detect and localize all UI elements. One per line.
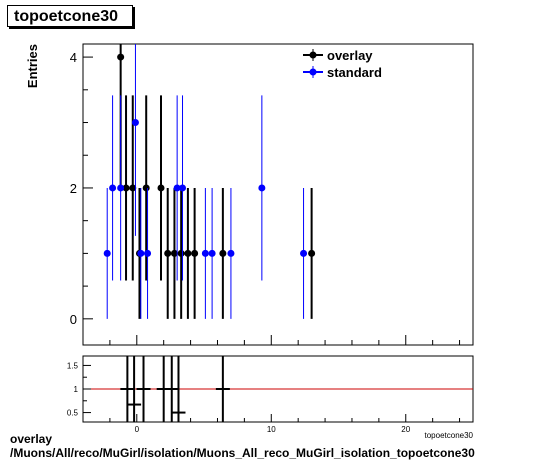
standard-point	[201, 249, 209, 257]
ratio-x-tick-label: 10	[267, 425, 276, 434]
y-tick-label: 0	[70, 312, 77, 327]
standard-point	[144, 249, 152, 257]
overlay-point	[170, 249, 178, 257]
standard-point	[117, 184, 125, 192]
ratio-y-tick-label: 1	[74, 385, 79, 394]
overlay-point	[219, 249, 227, 257]
standard-point	[109, 184, 117, 192]
y-axis-label: Entries	[25, 44, 40, 88]
y-tick-label: 2	[70, 181, 77, 196]
overlay-point	[129, 184, 137, 192]
ratio-plot: 0.5 1 1.5 0 10 20 topoetcone30	[67, 355, 474, 440]
standard-point	[103, 249, 111, 257]
overlay-point	[308, 249, 316, 257]
overlay-point	[142, 184, 150, 192]
y-tick-label: 4	[70, 50, 77, 65]
footer-label: overlay	[10, 432, 53, 446]
overlay-point	[117, 53, 125, 61]
legend-label-overlay: overlay	[327, 48, 373, 63]
ratio-y-tick-label: 0.5	[67, 409, 79, 418]
overlay-point	[122, 184, 130, 192]
standard-point	[137, 249, 145, 257]
ratio-x-tick-label: 0	[135, 425, 140, 434]
standard-point	[179, 184, 187, 192]
overlay-point	[164, 249, 172, 257]
ratio-x-tick-label: 20	[401, 425, 410, 434]
legend-marker-overlay	[309, 51, 317, 59]
ratio-y-tick-label: 1.5	[67, 361, 79, 370]
x-axis-label: topoetcone30	[425, 431, 474, 440]
overlay-point	[157, 184, 165, 192]
standard-point	[227, 249, 235, 257]
legend-label-standard: standard	[327, 65, 382, 80]
standard-point	[258, 184, 266, 192]
footer-path: /Muons/All/reco/MuGirl/isolation/Muons_A…	[10, 446, 475, 460]
overlay-point	[184, 249, 192, 257]
legend-marker-standard	[309, 68, 317, 76]
standard-point	[208, 249, 216, 257]
standard-point	[173, 184, 181, 192]
main-plot: 0 2 4 Entries overlay standard	[25, 43, 474, 346]
standard-point	[131, 119, 139, 127]
overlay-point	[191, 249, 199, 257]
overlay-point	[177, 249, 185, 257]
main-plot-frame	[82, 43, 474, 346]
chart-title-box: topoetcone30	[7, 5, 133, 27]
chart-title: topoetcone30	[14, 8, 119, 25]
standard-point	[300, 249, 308, 257]
